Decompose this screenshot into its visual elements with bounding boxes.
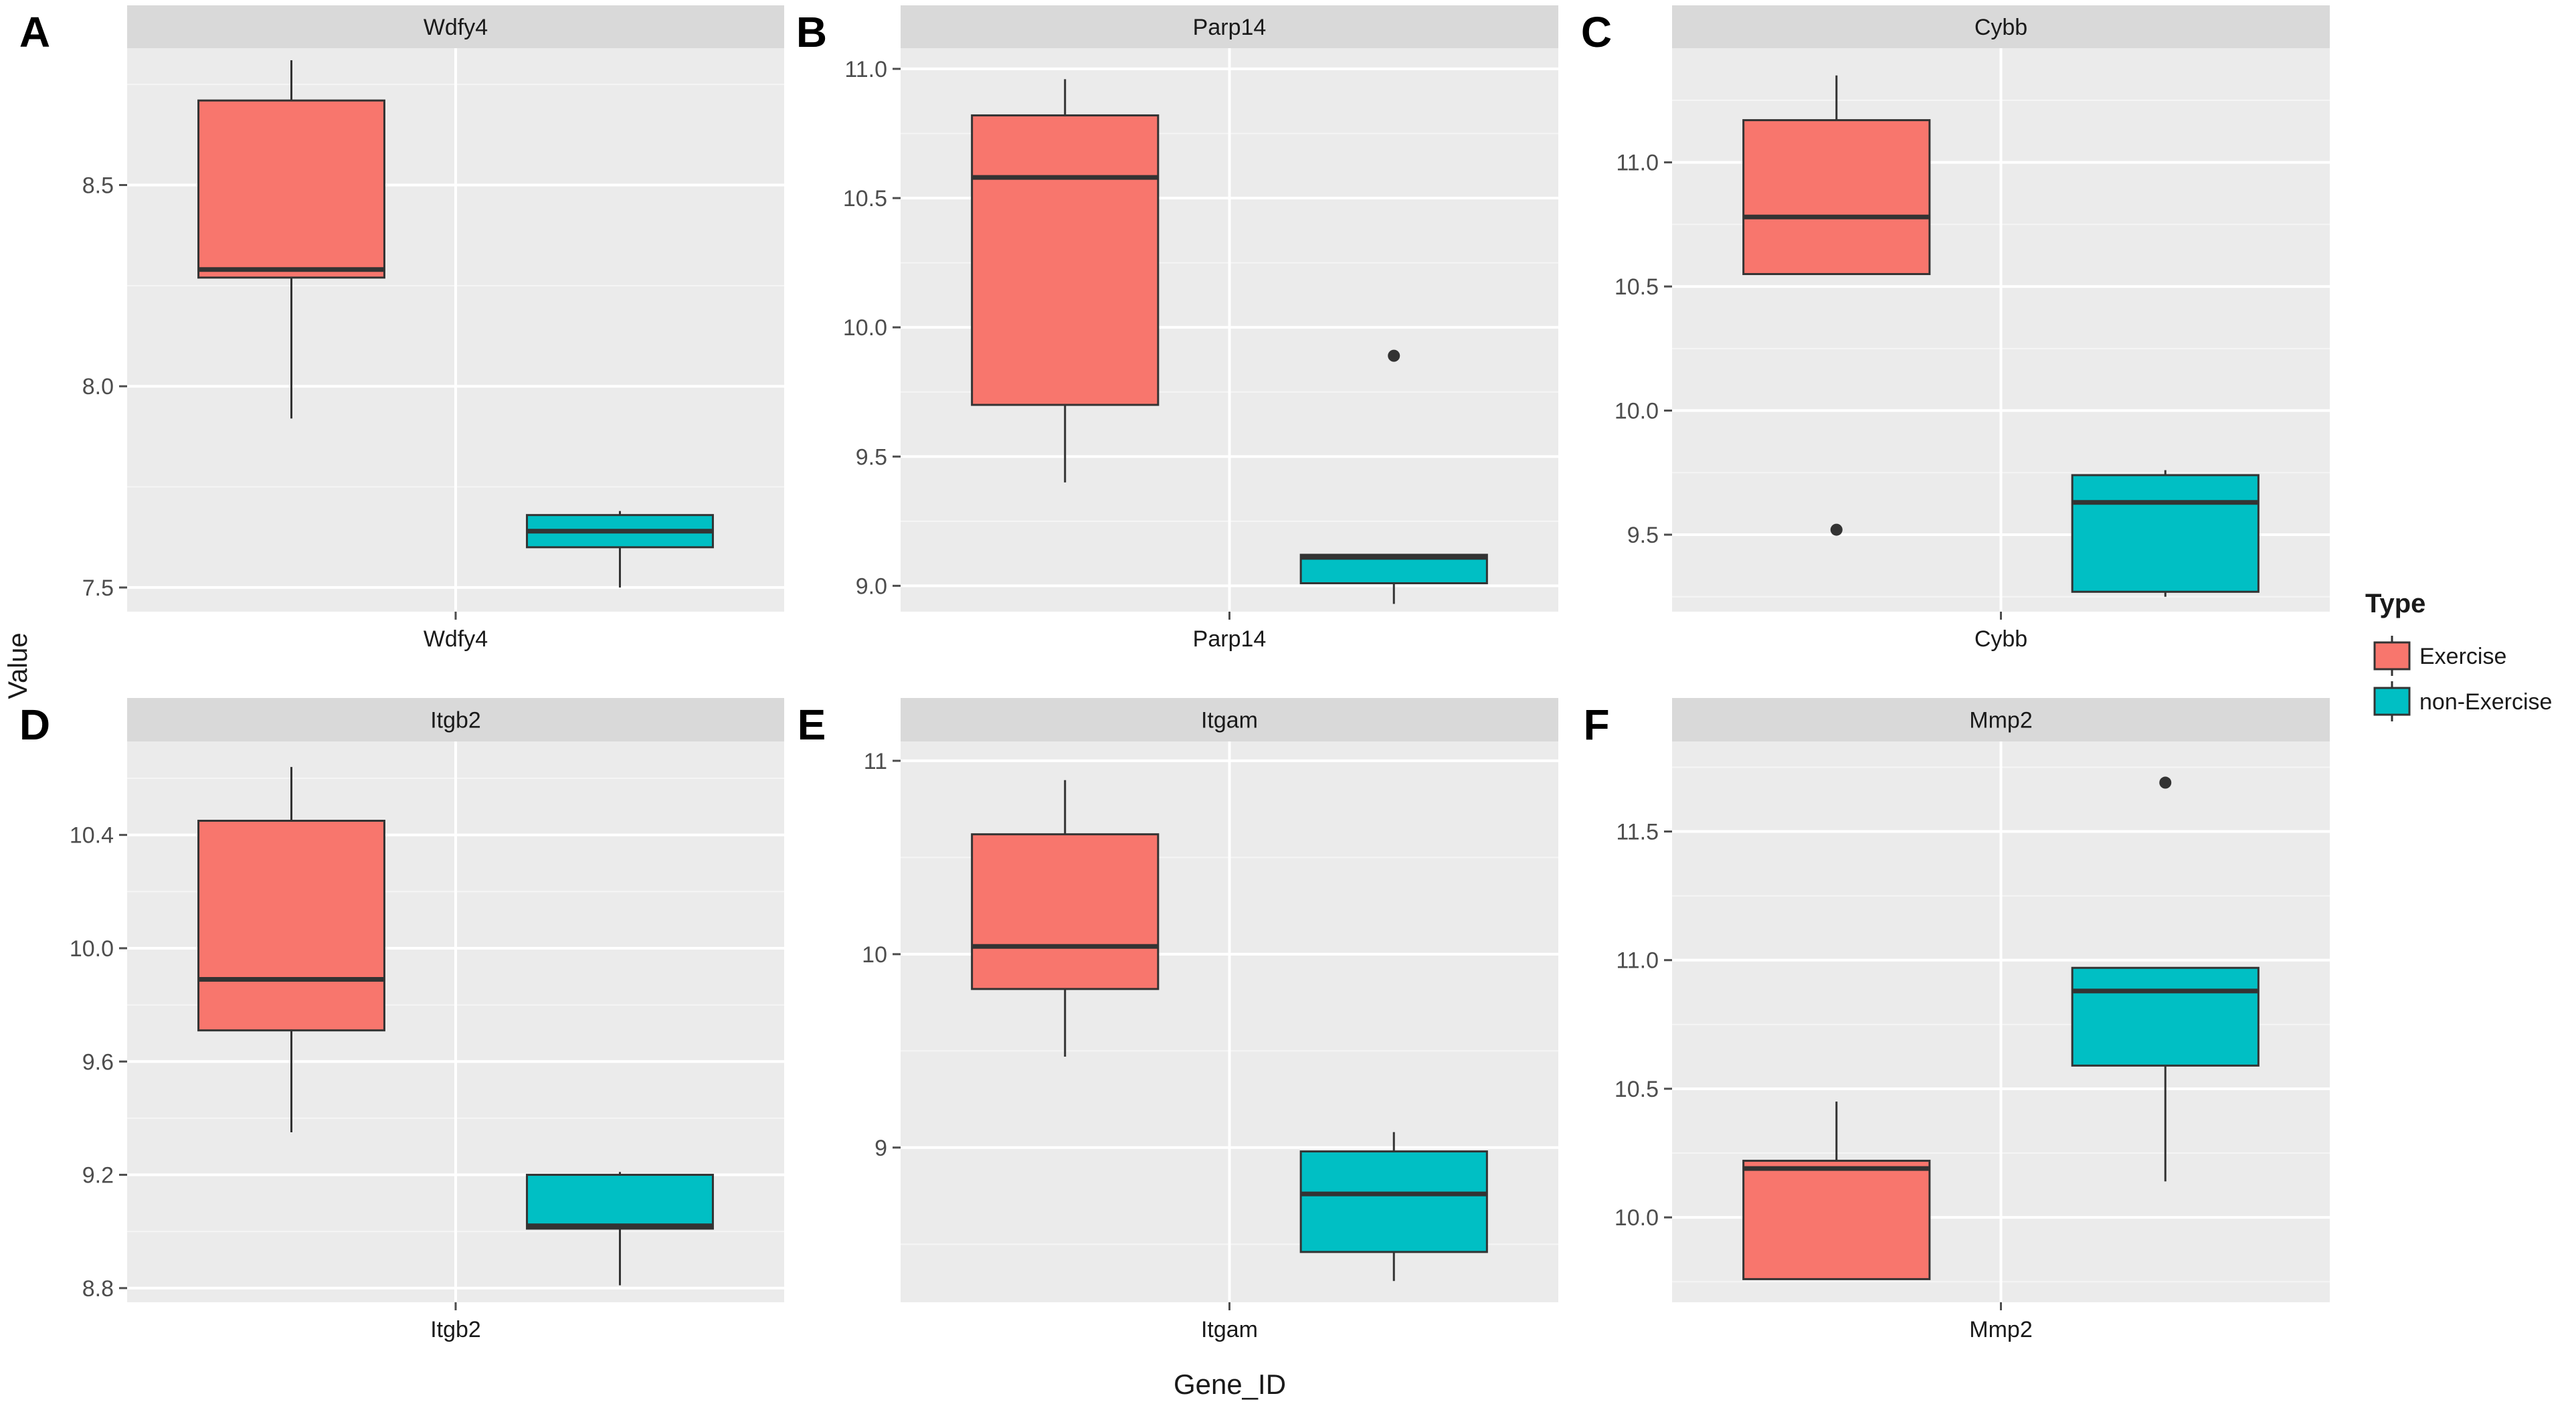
legend-swatch-non-exercise — [2373, 687, 2411, 716]
box-body — [1742, 119, 1931, 276]
box-exercise — [971, 79, 1160, 482]
box-exercise — [197, 767, 385, 1133]
facet-strip-title: Wdfy4 — [424, 15, 488, 40]
y-tick-label: 10.0 — [843, 315, 887, 341]
panel-letter: E — [798, 701, 826, 749]
panel-itgb2: Itgb2 8.8 9.2 9.6 10.0 10.4 Itgb2 D — [19, 698, 784, 1342]
y-tick-label: 10.0 — [1615, 399, 1659, 424]
legend-label-non-exercise: non-Exercise — [2419, 689, 2552, 715]
panel-itgam: Itgam 9 10 11 Itgam E — [798, 698, 1558, 1342]
x-tick-label: Wdfy4 — [424, 626, 488, 652]
facet-strip-title: Cybb — [1974, 15, 2027, 40]
y-tick-label: 10 — [862, 942, 887, 968]
y-tick-label: 10.0 — [1615, 1205, 1659, 1231]
y-tick-label: 10.5 — [1615, 274, 1659, 300]
y-tick-label: 11 — [864, 749, 887, 774]
y-tick-label: 11.0 — [844, 57, 887, 82]
box-exercise — [1742, 1101, 1931, 1280]
panels-grid: Wdfy4 7.5 8.0 8.5 Wdfy4 A Parp14 9.0 9.5 10.0 10.5… — [19, 5, 2330, 1342]
box-exercise — [197, 60, 385, 419]
box-non-exercise — [1299, 349, 1488, 604]
box-body — [971, 114, 1160, 406]
legend: Type Exercise non-Exercise — [2365, 589, 2552, 721]
panel-letter: C — [1581, 8, 1612, 56]
y-tick-label: 9.5 — [1627, 523, 1659, 548]
y-tick-label: 10.0 — [70, 936, 114, 962]
y-tick-label: 11.5 — [1616, 820, 1659, 845]
y-tick-label: 9 — [875, 1136, 887, 1161]
y-tick-label: 7.5 — [82, 576, 114, 601]
box-body — [1742, 1160, 1931, 1280]
outlier-point — [1388, 349, 1400, 362]
box-non-exercise — [526, 511, 714, 588]
box-body — [2071, 966, 2260, 1067]
y-tick-label: 11.0 — [1616, 948, 1659, 974]
legend-key-exercise — [2373, 636, 2411, 676]
legend-label-exercise: Exercise — [2419, 644, 2506, 669]
x-tick-label: Itgb2 — [430, 1317, 481, 1342]
y-axis-label: Value — [3, 632, 33, 699]
box-non-exercise — [2071, 470, 2260, 597]
y-tick-label: 11.0 — [1616, 151, 1659, 176]
panel-letter: F — [1583, 701, 1609, 749]
y-tick-label: 10.5 — [843, 186, 887, 211]
panel-mmp2: Mmp2 10.0 10.5 11.0 11.5 Mmp2 F — [1583, 698, 2330, 1342]
outlier-point — [1830, 523, 1843, 536]
facet-strip — [127, 698, 784, 741]
facet-strip — [1672, 5, 2330, 48]
box-body — [2071, 474, 2260, 593]
panel-cybb: Cybb 9.5 10.0 10.5 11.0 Cybb C — [1581, 5, 2330, 652]
facet-strip-title: Mmp2 — [1969, 708, 2032, 733]
y-tick-label: 8.5 — [82, 173, 114, 198]
box-body — [526, 1174, 714, 1230]
y-tick-label: 9.2 — [82, 1163, 114, 1188]
box-body — [197, 820, 385, 1032]
x-axis-label: Gene_ID — [1174, 1369, 1286, 1400]
panel-parp14: Parp14 9.0 9.5 10.0 10.5 11.0 Parp14 B — [796, 5, 1558, 652]
facet-strip — [901, 698, 1558, 741]
box-body — [1299, 1150, 1488, 1253]
box-exercise — [971, 780, 1160, 1057]
legend-title: Type — [2365, 589, 2425, 618]
x-tick-label: Cybb — [1974, 626, 2027, 652]
legend-swatch-exercise — [2373, 641, 2411, 671]
facet-strip — [901, 5, 1558, 48]
facet-strip-title: Itgam — [1201, 708, 1258, 733]
y-tick-label: 9.0 — [856, 574, 887, 599]
x-tick-label: Itgam — [1201, 1317, 1258, 1342]
y-tick-label: 9.5 — [856, 444, 887, 470]
y-tick-label: 10.4 — [70, 823, 114, 849]
box-non-exercise — [526, 1172, 714, 1286]
facet-strip — [1672, 698, 2330, 741]
box-body — [197, 99, 385, 279]
legend-key-non-exercise — [2373, 681, 2411, 721]
panel-letter: D — [19, 701, 50, 749]
panel-letter: A — [19, 8, 50, 56]
facet-strip — [127, 5, 784, 48]
box-non-exercise — [1299, 1132, 1488, 1282]
box-non-exercise — [2071, 776, 2260, 1182]
facet-strip-title: Parp14 — [1193, 15, 1267, 40]
panel-letter: B — [796, 8, 827, 56]
panel-wdfy4: Wdfy4 7.5 8.0 8.5 Wdfy4 A — [19, 5, 784, 652]
box-exercise — [1742, 75, 1931, 536]
y-tick-label: 10.5 — [1615, 1077, 1659, 1102]
x-tick-label: Mmp2 — [1969, 1317, 2032, 1342]
facet-strip-title: Itgb2 — [430, 708, 481, 733]
y-tick-label: 8.8 — [82, 1276, 114, 1302]
box-body — [971, 833, 1160, 990]
y-tick-label: 9.6 — [82, 1049, 114, 1075]
y-tick-label: 8.0 — [82, 374, 114, 400]
x-tick-label: Parp14 — [1193, 626, 1267, 652]
outlier-point — [2159, 776, 2172, 789]
